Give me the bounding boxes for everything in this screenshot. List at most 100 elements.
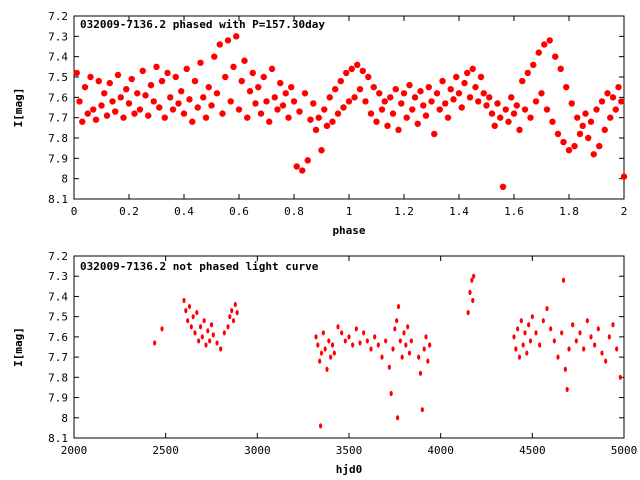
- data-point: [620, 173, 628, 180]
- data-point: [231, 318, 236, 324]
- data-point: [134, 90, 141, 97]
- data-point: [172, 73, 179, 81]
- data-point: [554, 130, 562, 138]
- data-point: [318, 358, 322, 364]
- data-point: [158, 77, 166, 85]
- data-point: [525, 350, 529, 356]
- data-point: [578, 330, 582, 336]
- data-point: [109, 98, 116, 105]
- data-point: [480, 90, 487, 97]
- data-point: [271, 94, 278, 101]
- data-point: [233, 33, 240, 40]
- data-point: [376, 90, 383, 97]
- data-point: [117, 94, 124, 101]
- data-point: [365, 338, 369, 344]
- data-point: [202, 318, 206, 324]
- data-point: [290, 98, 298, 105]
- data-point: [90, 106, 97, 113]
- data-point: [420, 102, 427, 109]
- data-point: [131, 110, 138, 117]
- data-point: [444, 114, 452, 121]
- data-point: [387, 364, 391, 370]
- data-point: [95, 77, 102, 85]
- data-point: [396, 303, 401, 310]
- data-point: [227, 98, 234, 105]
- data-point: [337, 77, 344, 85]
- data-point: [345, 98, 353, 105]
- data-point: [499, 183, 507, 190]
- x-tick-label: 5000: [611, 444, 638, 457]
- data-point: [502, 106, 509, 113]
- data-point: [378, 106, 386, 113]
- data-point: [351, 94, 358, 101]
- x-tick-label: 1.6: [504, 205, 524, 218]
- data-point: [596, 326, 600, 332]
- data-point: [274, 106, 281, 113]
- x-tick-label: 4000: [427, 444, 454, 457]
- data-point: [365, 73, 372, 81]
- data-point: [197, 338, 201, 344]
- data-point: [169, 106, 177, 113]
- data-point: [244, 114, 251, 121]
- data-point: [373, 118, 380, 125]
- data-point: [541, 41, 548, 48]
- data-point: [356, 86, 364, 93]
- data-point: [208, 102, 215, 109]
- data-point: [307, 116, 314, 123]
- data-point: [195, 310, 199, 316]
- data-point: [567, 346, 571, 352]
- y-tick-label: 7.8: [48, 371, 68, 384]
- data-point: [101, 90, 108, 97]
- x-tick-label: 1.8: [559, 205, 579, 218]
- data-point: [293, 163, 300, 170]
- data-point: [142, 92, 149, 99]
- data-point: [398, 100, 405, 107]
- data-point: [483, 102, 490, 109]
- data-point: [571, 142, 578, 150]
- data-point: [156, 104, 163, 111]
- data-point: [327, 338, 331, 344]
- data-point: [362, 330, 366, 336]
- x-tick-label: 2500: [152, 444, 179, 457]
- data-point: [528, 338, 533, 344]
- data-point: [92, 116, 100, 123]
- data-point: [191, 77, 199, 85]
- data-point: [114, 71, 122, 79]
- data-point: [532, 98, 540, 105]
- data-point: [354, 326, 358, 332]
- data-point: [439, 77, 446, 85]
- data-point: [211, 53, 218, 60]
- data-point: [568, 100, 575, 107]
- data-point: [523, 330, 527, 336]
- data-point: [123, 86, 130, 93]
- data-point: [549, 326, 553, 332]
- y-tick-label: 7.3: [48, 270, 68, 283]
- data-point: [411, 94, 419, 101]
- data-point: [332, 350, 336, 356]
- data-point: [288, 83, 295, 91]
- data-point: [422, 112, 430, 119]
- plot-frame: [73, 255, 625, 439]
- data-point: [406, 81, 413, 89]
- data-point: [596, 142, 603, 150]
- data-point: [557, 65, 564, 73]
- data-point: [450, 96, 457, 103]
- y-tick-label: 7.4: [48, 290, 68, 303]
- data-point: [618, 98, 625, 105]
- data-point: [422, 346, 426, 352]
- data-point: [367, 110, 375, 117]
- data-point: [235, 310, 239, 316]
- data-point: [187, 303, 192, 310]
- data-point: [561, 277, 566, 283]
- data-point: [472, 83, 479, 91]
- data-point: [323, 346, 327, 352]
- data-point: [161, 114, 168, 121]
- data-point: [208, 338, 212, 344]
- data-point: [354, 61, 361, 68]
- data-point: [332, 86, 339, 93]
- data-point: [494, 100, 501, 107]
- data-point: [164, 69, 171, 77]
- data-point: [574, 338, 578, 344]
- data-point: [552, 53, 559, 60]
- data-point: [521, 342, 525, 348]
